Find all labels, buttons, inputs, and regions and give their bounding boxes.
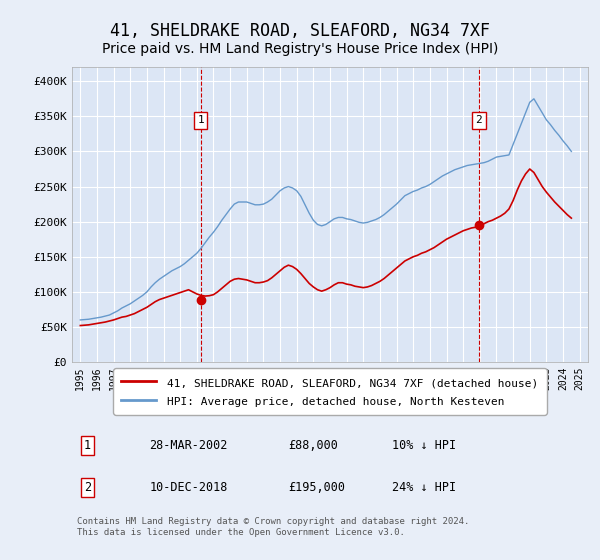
Text: 2: 2 xyxy=(84,481,91,494)
Text: 1: 1 xyxy=(84,439,91,452)
Text: 24% ↓ HPI: 24% ↓ HPI xyxy=(392,481,456,494)
Legend: 41, SHELDRAKE ROAD, SLEAFORD, NG34 7XF (detached house), HPI: Average price, det: 41, SHELDRAKE ROAD, SLEAFORD, NG34 7XF (… xyxy=(113,368,547,415)
Text: £195,000: £195,000 xyxy=(289,481,346,494)
Text: Price paid vs. HM Land Registry's House Price Index (HPI): Price paid vs. HM Land Registry's House … xyxy=(102,43,498,57)
Text: 1: 1 xyxy=(197,115,204,125)
Text: 10% ↓ HPI: 10% ↓ HPI xyxy=(392,439,456,452)
Text: £88,000: £88,000 xyxy=(289,439,338,452)
Text: 10-DEC-2018: 10-DEC-2018 xyxy=(149,481,228,494)
Text: Contains HM Land Registry data © Crown copyright and database right 2024.
This d: Contains HM Land Registry data © Crown c… xyxy=(77,517,470,536)
Text: 2: 2 xyxy=(475,115,482,125)
Text: 41, SHELDRAKE ROAD, SLEAFORD, NG34 7XF: 41, SHELDRAKE ROAD, SLEAFORD, NG34 7XF xyxy=(110,22,490,40)
Text: 28-MAR-2002: 28-MAR-2002 xyxy=(149,439,228,452)
